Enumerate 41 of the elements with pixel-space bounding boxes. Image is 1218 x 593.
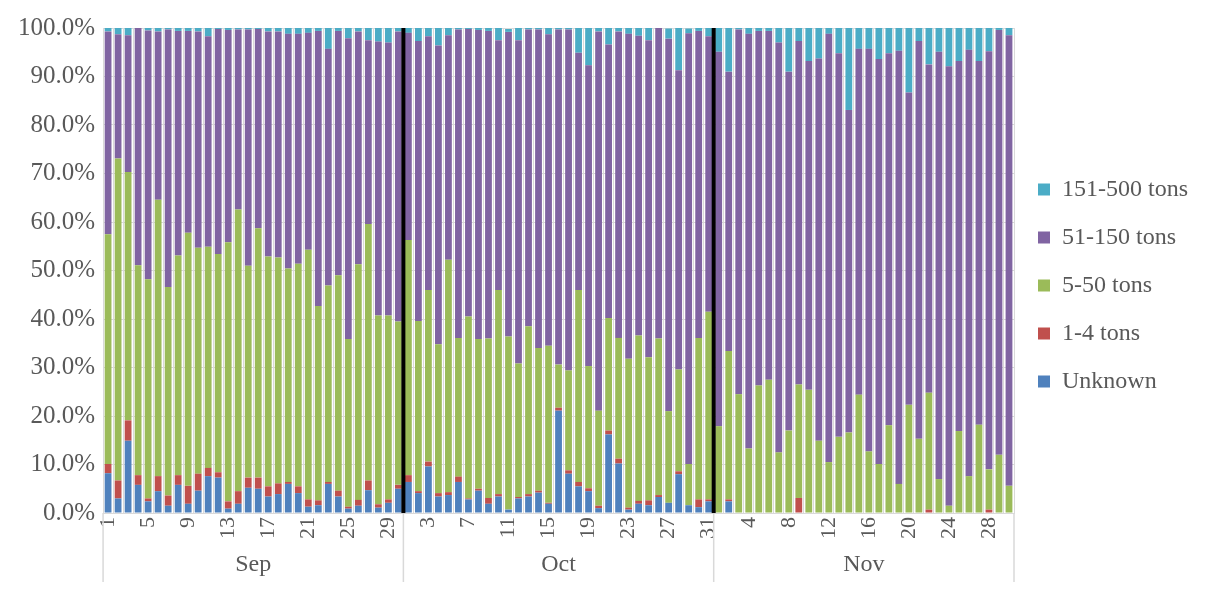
y-tick-label: 10.0% xyxy=(30,449,96,477)
x-tick-label: 9 xyxy=(173,517,199,528)
x-tick-label: 4 xyxy=(734,517,760,528)
x-tick-label: 21 xyxy=(294,517,320,539)
x-tick-label: 13 xyxy=(213,517,239,539)
y-tick-label: 50.0% xyxy=(30,255,96,283)
x-tick-label: 23 xyxy=(614,517,640,539)
x-tick-label: 24 xyxy=(934,517,960,539)
legend-label: 151-500 tons xyxy=(1062,174,1188,201)
x-tick-label: 28 xyxy=(974,517,1000,539)
y-tick-label: 100.0% xyxy=(18,12,96,40)
y-tick-label: 80.0% xyxy=(30,109,96,137)
x-tick-label: 16 xyxy=(854,517,880,539)
x-tick-label: 27 xyxy=(654,517,680,539)
x-tick-label: 8 xyxy=(774,517,800,528)
x-tick-label: 12 xyxy=(814,517,840,539)
y-tick-label: 70.0% xyxy=(30,158,96,186)
x-tick-label: 15 xyxy=(534,517,560,539)
y-tick-label: 0.0% xyxy=(43,497,96,525)
legend-label: 5-50 tons xyxy=(1062,270,1152,297)
y-tick-label: 30.0% xyxy=(30,352,96,380)
x-tick-label: 19 xyxy=(574,517,600,539)
text: Nov xyxy=(843,550,885,577)
legend-label: Unknown xyxy=(1062,366,1157,393)
legend-label: 51-150 tons xyxy=(1062,222,1176,249)
x-tick-label: 17 xyxy=(254,517,280,539)
legend-label: 1-4 tons xyxy=(1062,318,1140,345)
x-tick-label: 3 xyxy=(414,517,440,528)
y-tick-label: 20.0% xyxy=(30,400,96,428)
x-tick-label: 11 xyxy=(494,517,520,539)
y-tick-label: 60.0% xyxy=(30,206,96,234)
x-tick-label: 7 xyxy=(454,517,480,528)
text: Oct xyxy=(541,550,577,577)
x-tick-label: 25 xyxy=(334,517,360,539)
y-tick-label: 40.0% xyxy=(30,303,96,331)
x-tick-label: 5 xyxy=(133,517,159,528)
x-tick-label: 29 xyxy=(374,517,400,539)
text: Sep xyxy=(235,550,272,577)
x-tick-label: 20 xyxy=(894,517,920,539)
y-tick-label: 90.0% xyxy=(30,61,96,89)
x-tick-label: 1 xyxy=(93,517,119,528)
